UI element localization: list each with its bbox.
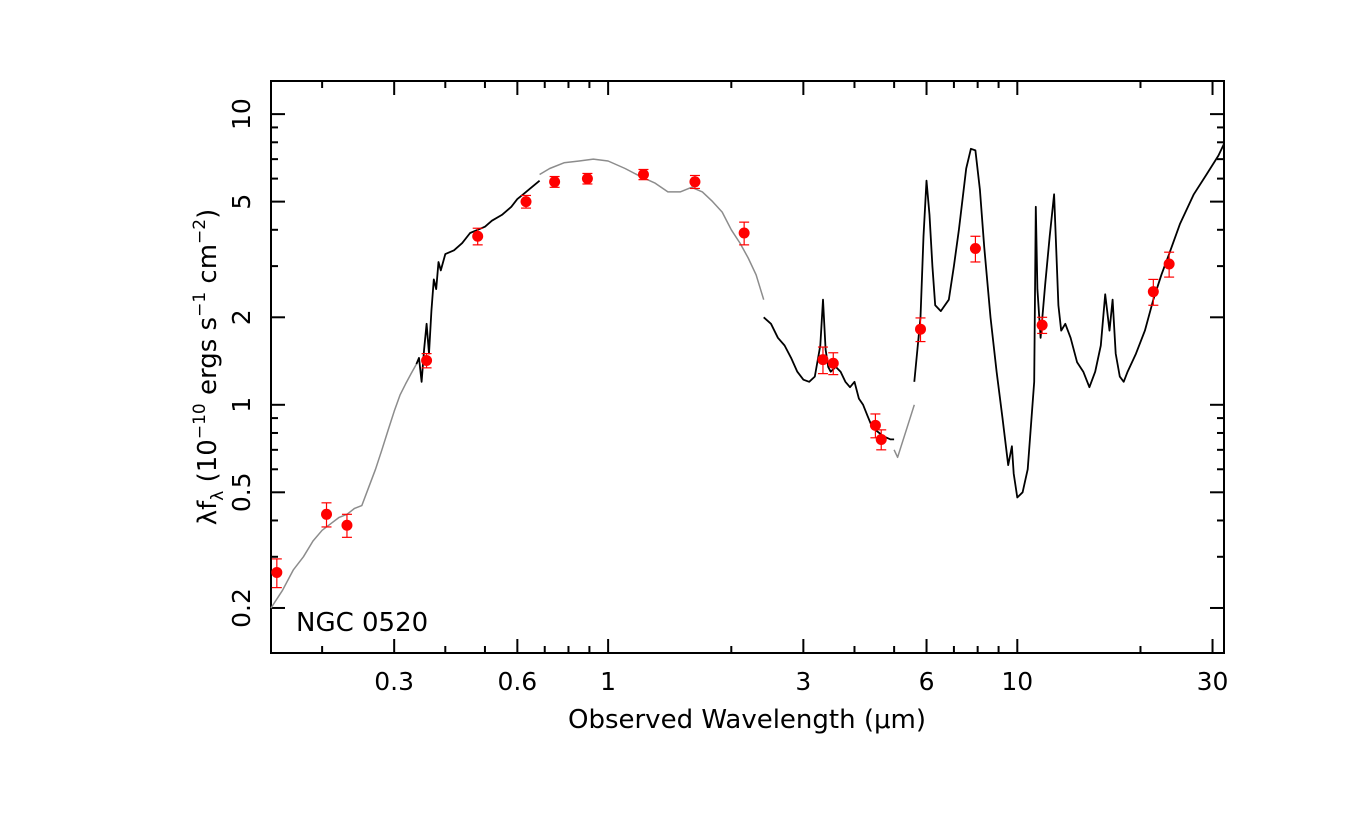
y-tick-label: 10 — [227, 98, 256, 130]
observed-spectrum-line — [913, 143, 1225, 499]
y-label-middle: ergs s — [193, 317, 223, 403]
x-tick-label: 0.3 — [374, 667, 414, 696]
photometry-point — [271, 566, 283, 578]
photometry-point — [421, 355, 433, 367]
x-tick-label: 10 — [1001, 667, 1033, 696]
model-spectrum-line — [539, 158, 765, 300]
y-tick-label: 0.2 — [227, 588, 256, 628]
y-label-exp1: −10 — [190, 403, 210, 439]
photometry-point — [969, 242, 981, 254]
model-spectrum-line — [270, 363, 418, 609]
y-tick-label: 0.5 — [227, 472, 256, 512]
y-label-sub: λ — [208, 491, 228, 501]
photometry-point — [637, 168, 649, 180]
y-label-close: ) — [193, 209, 223, 219]
photometry-point — [341, 519, 353, 531]
photometry-point — [1147, 286, 1159, 298]
x-tick-label: 0.6 — [497, 667, 537, 696]
photometry-point — [817, 354, 829, 366]
x-tick-label: 6 — [919, 667, 935, 696]
observed-spectrum-line — [763, 298, 895, 441]
model-spectrum-line — [893, 404, 916, 459]
spectrum-series — [270, 143, 1225, 609]
photometry-point — [1163, 258, 1175, 270]
photometry-point — [738, 227, 750, 239]
x-axis-label: Observed Wavelength (μm) — [568, 705, 926, 735]
y-tick-label: 5 — [227, 194, 256, 210]
photometry-point — [581, 173, 593, 185]
photometry-point — [472, 230, 484, 242]
photometry-point — [869, 419, 881, 431]
x-tick-label: 30 — [1197, 667, 1229, 696]
photometry-point — [520, 196, 532, 208]
y-label-middle2: cm — [193, 244, 223, 292]
y-tick-label: 2 — [227, 309, 256, 325]
photometry-point — [689, 176, 701, 188]
photometry-point — [915, 323, 927, 335]
x-tick-label: 3 — [795, 667, 811, 696]
y-label-exp2: −1 — [190, 292, 210, 317]
y-axis-label: λfλ (10−10 ergs s−1 cm−2) — [190, 209, 228, 526]
y-tick-label: 1 — [227, 397, 256, 413]
photometry-point — [1036, 319, 1048, 331]
photometry-point — [549, 176, 561, 188]
photometry-point — [321, 508, 333, 520]
photometry-point — [875, 433, 887, 445]
plot-frame — [270, 80, 1225, 654]
observed-spectrum-line — [415, 180, 541, 383]
y-axis-ticks: 0.2 0.5 1 2 5 10 — [227, 98, 1224, 628]
chart-title: NGC 0520 — [296, 608, 428, 638]
y-label-prefix: λf — [193, 500, 223, 525]
x-tick-label: 1 — [600, 667, 616, 696]
y-label-exp3: −2 — [190, 219, 210, 244]
photometry-point — [827, 357, 839, 369]
y-label-open: (10 — [193, 439, 223, 491]
photometry-points — [271, 168, 1175, 589]
x-axis-ticks: 0.3 0.6 1 3 6 10 30 — [321, 81, 1229, 696]
